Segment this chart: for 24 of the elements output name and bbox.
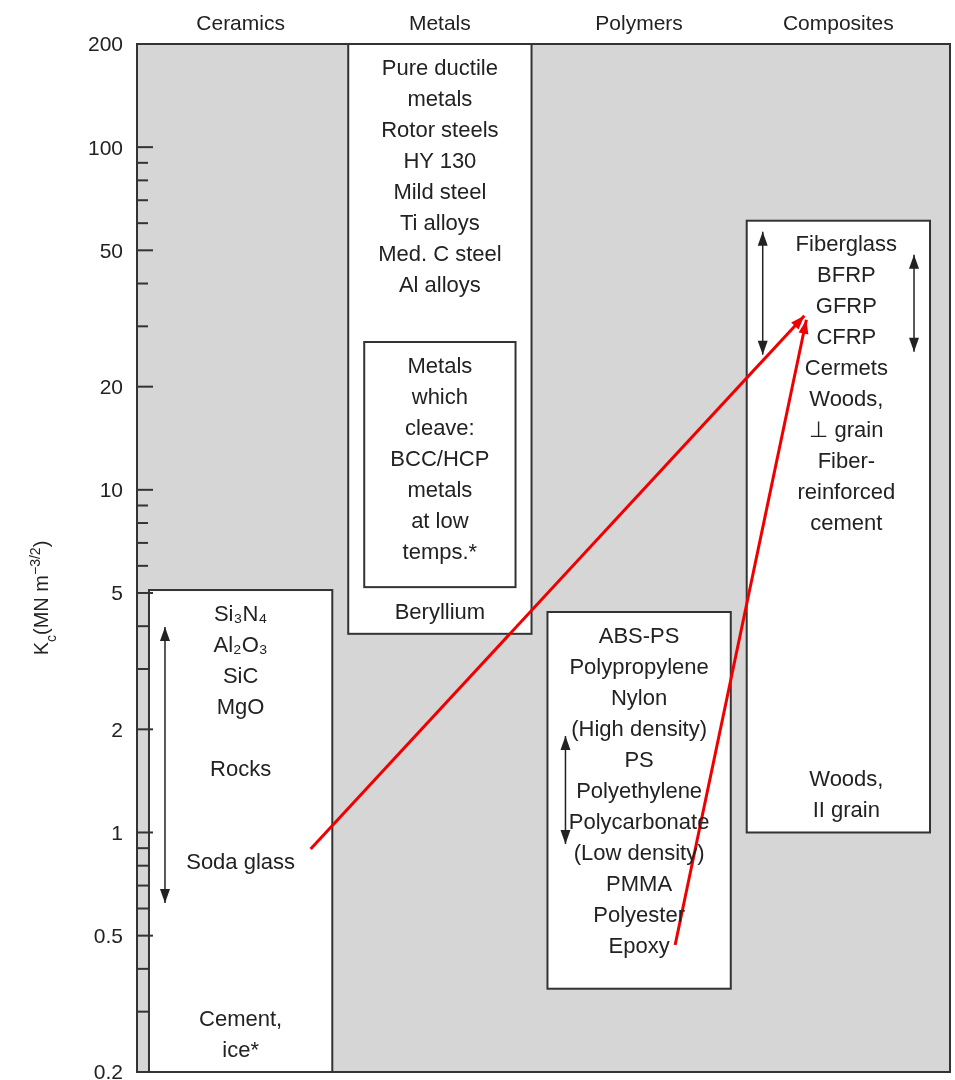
bar <box>745 219 932 834</box>
y-tick-label: 5 <box>111 581 123 605</box>
bar <box>546 611 732 990</box>
x-tick-label: Polymers <box>595 11 683 34</box>
y-tick-label: 20 <box>99 375 123 399</box>
text: Fiberglass BFRP GFRP CFRP Cermets Woods, ⊥ grain Fiber- reinforced cement <box>795 231 898 536</box>
y-tick-label: 0.2 <box>93 1060 123 1080</box>
y-tick-label: 0.5 <box>93 923 123 947</box>
y-tick-label: 1 <box>111 820 123 844</box>
annotation: Beryllium <box>394 598 486 624</box>
x-tick-label: Ceramics <box>196 11 285 34</box>
x-tick-label: Composites <box>782 11 894 34</box>
y-tick-label: 100 <box>87 135 123 159</box>
y-tick-label: 50 <box>99 238 123 262</box>
x-tick-label: Metals <box>408 11 471 34</box>
text: Si₃N₄ Al₂O₃ SiC MgO Rocks Soda glass <box>186 600 296 874</box>
annotation: Pure ductile metals Rotor steels HY 130 Mild steel Ti alloys Med. C steel Al alloys <box>378 54 502 297</box>
y-tick-label: 200 <box>87 32 123 56</box>
annotation: Woods, II grain <box>809 766 884 823</box>
y-tick-label: 10 <box>99 478 123 502</box>
annotation: Metals which cleave: BCC/HCP metals at low temps.* <box>390 352 490 564</box>
y-tick-label: 2 <box>111 717 123 741</box>
bar <box>363 341 517 589</box>
annotation: Cement, ice* <box>199 1005 283 1062</box>
